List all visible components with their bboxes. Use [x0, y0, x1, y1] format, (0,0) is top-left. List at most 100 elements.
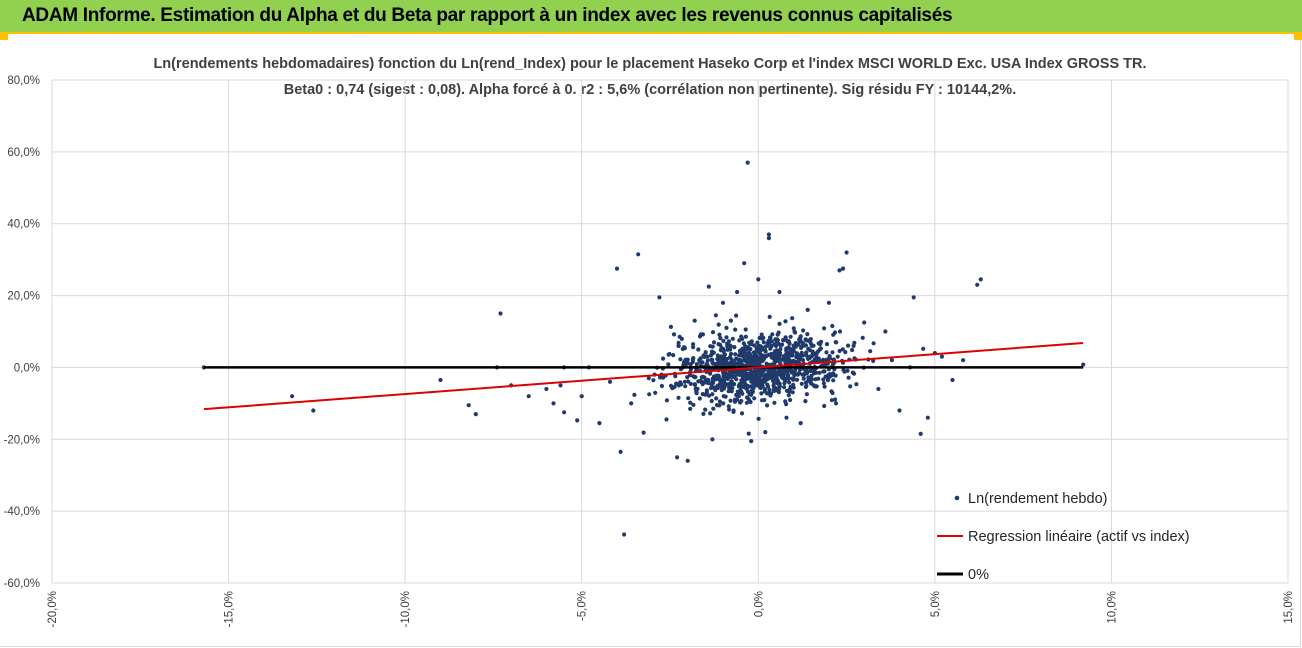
data-point — [755, 378, 761, 383]
scatter-chart: Ln(rendements hebdomadaires) fonction du… — [4, 56, 1295, 627]
data-point — [738, 388, 743, 393]
data-point — [876, 386, 881, 392]
data-point — [748, 346, 753, 352]
data-point — [756, 277, 761, 282]
data-point — [787, 380, 792, 385]
data-point — [824, 357, 829, 362]
data-point — [691, 342, 696, 347]
data-point — [728, 347, 733, 352]
data-point — [710, 344, 715, 349]
legend-points-label: Ln(rendement hebdo) — [968, 491, 1107, 507]
data-point — [651, 378, 656, 383]
report-banner: ADAM Informe. Estimation du Alpha et du … — [0, 0, 1302, 34]
data-point — [727, 382, 732, 387]
data-point — [950, 377, 955, 383]
data-point — [734, 392, 739, 397]
data-point — [791, 382, 796, 387]
data-point — [783, 399, 788, 404]
data-point — [681, 360, 687, 365]
data-point — [715, 353, 720, 358]
data-point — [725, 356, 730, 362]
data-point — [781, 372, 786, 377]
data-point — [846, 343, 851, 348]
data-point — [777, 384, 783, 389]
data-point — [834, 340, 839, 345]
data-point — [961, 358, 966, 363]
data-point — [809, 354, 814, 359]
data-point — [826, 300, 832, 305]
data-point — [811, 343, 816, 348]
data-point — [719, 383, 724, 388]
data-point — [726, 389, 731, 394]
data-point — [726, 339, 732, 344]
data-point — [883, 329, 888, 334]
data-point — [808, 376, 814, 381]
data-point — [758, 344, 763, 349]
data-point — [717, 403, 722, 408]
data-point — [666, 352, 671, 357]
data-point — [711, 406, 716, 411]
data-point — [831, 357, 836, 362]
data-point — [701, 353, 706, 358]
data-point — [756, 359, 761, 364]
data-point — [791, 347, 796, 352]
data-point — [725, 344, 730, 349]
data-point — [721, 349, 726, 354]
data-point — [757, 349, 762, 354]
legend-points-marker — [954, 495, 960, 501]
data-point — [739, 411, 745, 416]
chart-title-line1: Ln(rendements hebdomadaires) fonction du… — [153, 56, 1146, 72]
data-point — [868, 349, 873, 354]
data-point — [791, 326, 796, 331]
data-point — [706, 393, 712, 398]
data-point — [700, 380, 706, 385]
data-point — [743, 383, 748, 388]
data-point — [828, 374, 833, 379]
data-point — [661, 356, 666, 361]
data-point — [614, 266, 620, 271]
data-point — [831, 371, 836, 376]
data-point — [526, 394, 531, 399]
data-point — [782, 385, 787, 390]
data-point — [770, 332, 775, 337]
data-point — [741, 341, 746, 346]
data-point — [668, 324, 674, 329]
banner-edge-left — [0, 34, 8, 40]
data-point — [696, 347, 701, 352]
data-point — [661, 375, 666, 380]
data-point — [728, 398, 733, 403]
x-tick-label: -20,0% — [47, 591, 59, 627]
data-point — [763, 349, 768, 354]
data-point — [438, 377, 443, 383]
data-point — [713, 313, 719, 318]
data-point — [833, 397, 838, 402]
data-point — [717, 362, 723, 367]
data-point — [676, 340, 681, 345]
data-point — [498, 311, 503, 316]
data-point — [818, 346, 823, 351]
data-point — [845, 368, 850, 373]
data-point — [742, 357, 747, 362]
data-point — [739, 398, 744, 404]
data-point — [791, 376, 796, 382]
data-point — [808, 341, 813, 346]
data-point — [821, 377, 826, 382]
data-point — [558, 383, 563, 388]
y-tick-label: 60,0% — [7, 147, 40, 159]
data-point — [717, 399, 723, 404]
data-point — [749, 384, 754, 389]
data-point — [727, 385, 732, 390]
data-point — [691, 345, 696, 350]
data-point — [746, 431, 751, 436]
data-point — [862, 320, 867, 325]
x-tick-label: -15,0% — [224, 591, 236, 627]
data-point — [767, 335, 773, 340]
data-point — [709, 357, 714, 362]
data-point — [694, 362, 699, 367]
data-point — [730, 336, 735, 341]
data-point — [780, 368, 785, 373]
data-point — [743, 334, 749, 339]
data-point — [657, 375, 663, 380]
data-point — [871, 341, 876, 346]
data-point — [806, 346, 811, 351]
